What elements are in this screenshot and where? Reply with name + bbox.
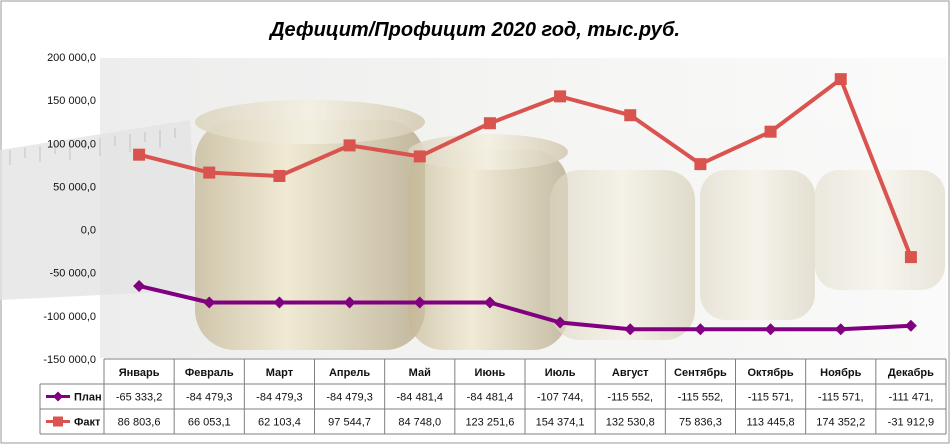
data-table-cell: -115 552, <box>678 392 724 404</box>
data-table-cell: -84 479,3 <box>326 392 372 404</box>
x-tick-label: Февраль <box>185 367 234 379</box>
data-point-fact <box>694 158 707 171</box>
data-table-cell: -115 571, <box>748 392 794 404</box>
data-table-cell: 154 374,1 <box>536 417 585 429</box>
legend-marker-plan <box>53 391 63 402</box>
y-tick-label: -100 000,0 <box>43 311 96 323</box>
x-tick-label: Ноябрь <box>820 367 861 379</box>
data-table-cell: 75 836,3 <box>679 417 722 429</box>
data-table: Январь Февраль Март Апрель Май Июнь Июль Август… <box>39 358 947 435</box>
data-point-plan <box>764 323 777 336</box>
x-tick-label: Декабрь <box>888 367 934 379</box>
data-point-fact <box>273 169 286 182</box>
data-point-fact <box>203 166 216 179</box>
x-tick-label: Июль <box>545 367 576 379</box>
coins-background-image <box>0 58 946 358</box>
data-table-cell: 66 053,1 <box>188 417 231 429</box>
series-line-plan <box>138 283 911 332</box>
data-table-cell: 84 748,0 <box>398 417 441 429</box>
data-point-plan <box>483 296 496 309</box>
data-point-plan <box>624 323 637 336</box>
data-table-cell: -65 333,2 <box>116 392 162 404</box>
x-tick-label: Январь <box>119 367 160 379</box>
y-tick-label: 150 000,0 <box>47 95 96 107</box>
data-table-cell: -84 479,3 <box>256 392 302 404</box>
data-point-fact <box>483 117 496 130</box>
data-table-cell: 97 544,7 <box>328 417 371 429</box>
legend-label: Факт <box>74 417 101 429</box>
series-line-fact <box>138 77 913 258</box>
x-tick-label: Март <box>266 367 294 379</box>
data-point-fact <box>624 109 637 122</box>
data-point-plan <box>343 296 356 309</box>
data-table-cell: -115 552, <box>607 392 653 404</box>
y-tick-label: 0,0 <box>81 225 96 237</box>
data-point-fact <box>764 125 777 138</box>
y-tick-label: 200 000,0 <box>47 52 96 64</box>
x-tick-label: Май <box>409 367 431 379</box>
chart-title: Дефицит/Профицит 2020 год, тыс.руб. <box>268 19 680 41</box>
y-tick-label: 100 000,0 <box>47 138 96 150</box>
data-point-plan <box>834 323 847 336</box>
y-tick-label: -150 000,0 <box>43 354 96 366</box>
data-table-cell: 62 103,4 <box>258 417 301 429</box>
x-tick-label: Сентябрь <box>674 367 727 379</box>
data-point-fact <box>133 148 146 161</box>
data-table-cell: -107 744, <box>537 392 583 404</box>
data-point-fact <box>554 90 567 103</box>
data-point-plan <box>133 279 146 292</box>
data-point-plan <box>203 296 216 309</box>
data-table-cell: -84 481,4 <box>467 392 513 404</box>
x-tick-label: Октябрь <box>748 367 794 379</box>
data-point-fact <box>343 139 356 152</box>
data-point-fact <box>413 150 426 163</box>
y-tick-label: 50 000,0 <box>53 181 96 193</box>
data-point-plan <box>273 296 286 309</box>
data-point-fact <box>904 251 917 264</box>
series-lines <box>133 73 917 336</box>
data-point-plan <box>904 319 917 332</box>
y-tick-label: -50 000,0 <box>50 268 96 280</box>
data-point-fact <box>834 73 847 86</box>
x-tick-label: Август <box>612 367 649 379</box>
data-table-cell: -111 471, <box>888 392 933 404</box>
data-point-plan <box>413 296 426 309</box>
data-point-plan <box>554 316 567 329</box>
data-table-cell: -115 571, <box>818 392 864 404</box>
data-table-cell: 113 445,8 <box>747 417 795 429</box>
data-table-cell: 86 803,6 <box>118 417 161 429</box>
data-table-cell: -84 479,3 <box>186 392 232 404</box>
data-point-plan <box>694 323 707 336</box>
data-table-cell: 132 530,8 <box>606 417 655 429</box>
data-table-cell: -84 481,4 <box>397 392 443 404</box>
legend-marker-fact <box>53 416 63 427</box>
data-table-cell: 123 251,6 <box>465 417 514 429</box>
data-table-cell: 174 352,2 <box>816 417 865 429</box>
x-tick-label: Апрель <box>329 367 370 379</box>
y-axis: 200 000,0 150 000,0 100 000,0 50 000,0 0,0 -5… <box>43 52 96 366</box>
data-table-cell: -31 912,9 <box>888 417 934 429</box>
x-tick-label: Июнь <box>475 367 506 379</box>
legend-label: План <box>74 392 102 404</box>
